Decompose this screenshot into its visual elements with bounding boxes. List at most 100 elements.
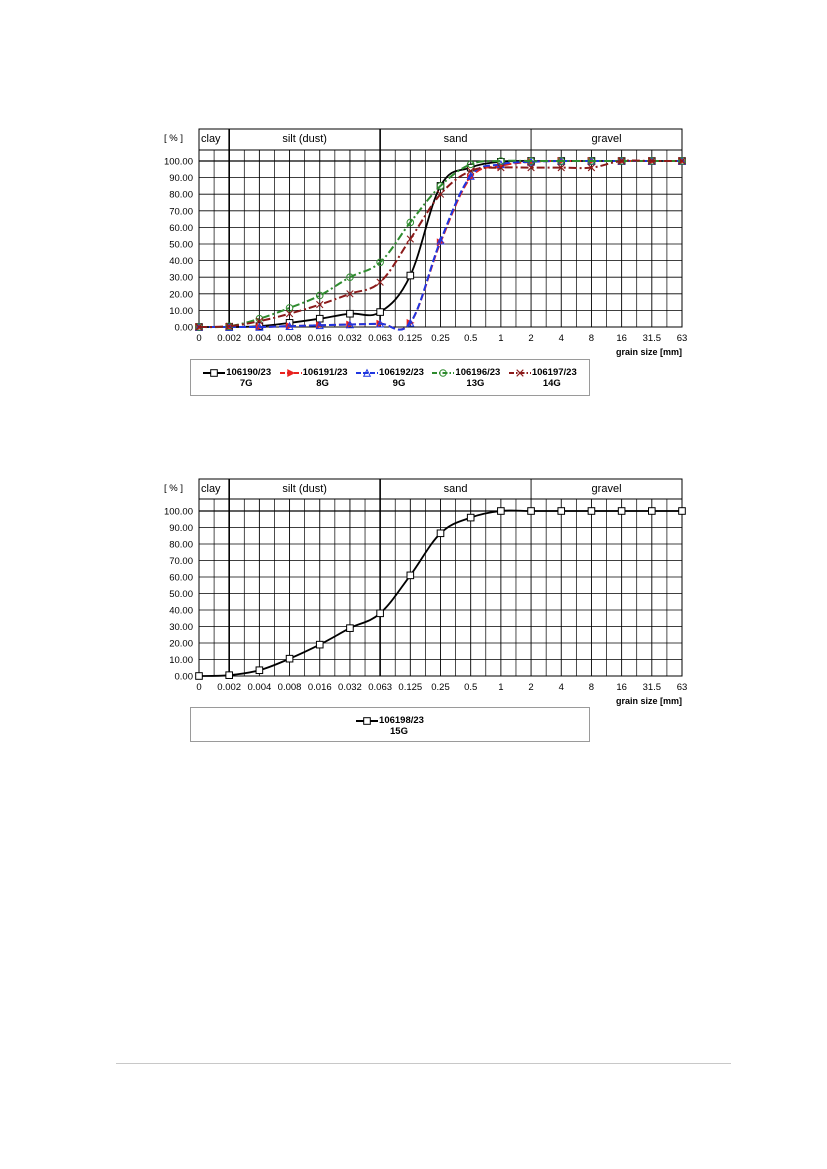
- data-point: [587, 157, 596, 165]
- y-tick-label: 20.00: [169, 639, 193, 650]
- legend-swatch: [356, 716, 379, 725]
- x-tick-label: 1: [498, 333, 503, 344]
- x-tick-label: 63: [677, 682, 688, 693]
- y-tick-label: 30.00: [169, 273, 193, 284]
- legend-series-name: 106197/23: [531, 367, 577, 378]
- data-point: [285, 654, 294, 663]
- x-tick-label: 0.032: [338, 682, 362, 693]
- data-point: [315, 291, 324, 300]
- data-point: [617, 507, 626, 515]
- data-point: [436, 529, 445, 538]
- x-tick-label: 0: [196, 682, 201, 693]
- data-point: [527, 157, 535, 165]
- y-tick-label: 50.00: [169, 589, 193, 600]
- data-point: [255, 666, 264, 675]
- legend-series-sample-id: 9G: [392, 378, 406, 390]
- y-tick-label: 100.00: [164, 157, 193, 168]
- y-tick-label: 60.00: [169, 573, 193, 584]
- data-point: [225, 322, 233, 330]
- y-tick-label: 30.00: [169, 622, 193, 633]
- legend-marker: [439, 368, 448, 377]
- legend-swatch: [203, 368, 226, 377]
- x-tick-label: 63: [677, 333, 688, 344]
- legend-swatch: [432, 368, 455, 377]
- legend-series-name: 106191/23: [302, 367, 348, 378]
- footer-divider: [116, 1063, 731, 1064]
- x-tick-label: 0.004: [247, 682, 271, 693]
- data-point: [285, 321, 294, 330]
- x-tick-label: 0.032: [338, 333, 362, 344]
- data-point: [406, 318, 415, 327]
- data-point: [406, 235, 415, 243]
- y-tick-label: 20.00: [169, 289, 193, 300]
- data-point: [466, 171, 475, 180]
- y-tick-label: 70.00: [169, 206, 193, 217]
- data-point: [648, 157, 656, 165]
- x-tick-label: 31.5: [643, 682, 662, 693]
- data-point: [406, 271, 415, 280]
- legend-series-sample-id: 15G: [390, 726, 408, 738]
- data-point: [678, 507, 686, 515]
- y-tick-label: 70.00: [169, 556, 193, 567]
- data-point: [345, 320, 355, 329]
- x-tick-label: 8: [589, 682, 594, 693]
- x-tick-label: 0.125: [398, 333, 422, 344]
- y-tick-label: 0.00: [175, 672, 194, 683]
- data-point: [376, 609, 384, 618]
- plot-frame: [198, 128, 683, 328]
- x-tick-label: 0.063: [368, 682, 392, 693]
- zone-label: silt (dust): [282, 133, 327, 145]
- zone-label: silt (dust): [282, 483, 327, 495]
- legend-item: 106190/23 7G: [193, 367, 281, 389]
- x-tick-label: 4: [559, 333, 564, 344]
- legend-swatch: [356, 368, 379, 377]
- y-tick-label: 10.00: [169, 306, 193, 317]
- x-tick-label: 0.016: [308, 333, 332, 344]
- legend-swatch: [279, 368, 302, 377]
- legend-item: 106191/23 8G: [270, 367, 358, 389]
- data-point: [255, 317, 264, 325]
- legend-series-name: 106192/23: [379, 367, 424, 378]
- series-106198/23: [195, 507, 686, 680]
- data-point: [497, 157, 505, 165]
- x-tick-label: 0.016: [308, 682, 332, 693]
- legend-series-sample-id: 7G: [239, 378, 253, 390]
- x-tick-label: 4: [559, 682, 564, 693]
- data-point: [527, 507, 535, 515]
- legend-marker: [363, 716, 371, 725]
- x-tick-label: 2: [528, 682, 533, 693]
- data-point: [406, 571, 415, 580]
- legend-item: 106197/23 14G: [499, 367, 587, 389]
- data-point: [285, 304, 294, 312]
- data-point: [316, 300, 324, 309]
- y-tick-label: 50.00: [169, 240, 193, 251]
- data-point: [195, 672, 203, 680]
- zone-label: sand: [444, 133, 468, 145]
- data-point: [648, 507, 656, 515]
- chart-2-legend: 106198/23 15G: [190, 707, 590, 742]
- data-point: [466, 513, 475, 522]
- legend-marker: [516, 368, 524, 377]
- legend-marker: [362, 368, 372, 377]
- legend-item: 106192/23 9G: [346, 367, 434, 389]
- data-point: [466, 167, 475, 175]
- x-tick-label: 16: [616, 333, 627, 344]
- x-tick-label: 31.5: [643, 333, 662, 344]
- data-point: [376, 258, 384, 267]
- x-tick-label: 0: [196, 333, 201, 344]
- x-tick-label: 0.008: [278, 333, 302, 344]
- data-point: [346, 624, 354, 632]
- legend-swatch: [508, 368, 531, 377]
- x-tick-label: 0.004: [247, 333, 271, 344]
- x-tick-label: 0.125: [398, 682, 422, 693]
- data-point: [497, 507, 505, 515]
- x-tick-label: 0.002: [217, 333, 241, 344]
- data-point: [436, 236, 445, 245]
- data-point: [678, 157, 686, 165]
- data-point: [466, 160, 475, 169]
- data-point: [376, 278, 384, 286]
- data-point: [346, 273, 354, 282]
- data-point: [497, 163, 505, 172]
- x-tick-label: 0.063: [368, 333, 392, 344]
